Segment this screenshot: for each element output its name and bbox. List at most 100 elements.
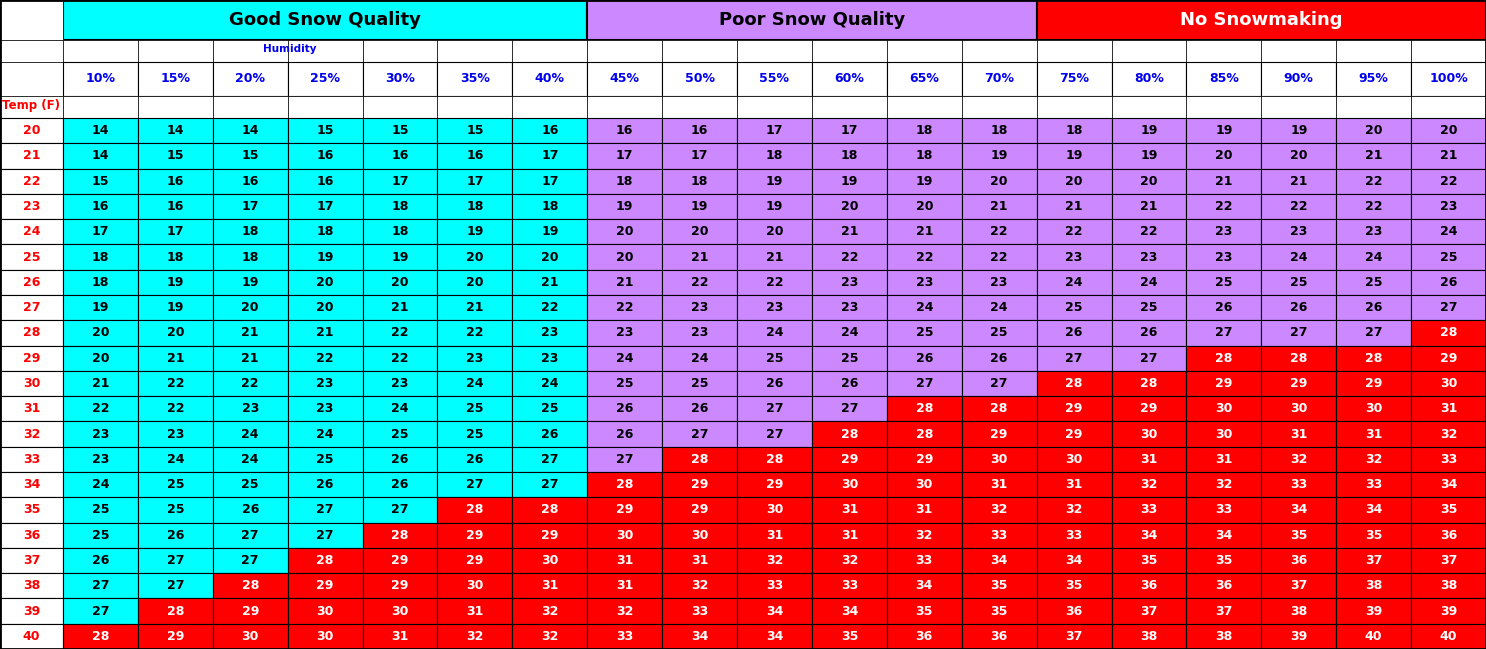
Bar bbox=[811, 447, 887, 472]
Text: 20: 20 bbox=[765, 225, 783, 238]
Text: 35: 35 bbox=[991, 580, 1008, 593]
Text: 24: 24 bbox=[691, 352, 709, 365]
Text: 30: 30 bbox=[915, 478, 933, 491]
Bar bbox=[961, 219, 1037, 245]
Text: 23: 23 bbox=[1140, 251, 1158, 263]
Bar bbox=[138, 371, 212, 396]
Text: 35: 35 bbox=[22, 504, 40, 517]
Bar bbox=[1037, 295, 1112, 321]
Text: 37: 37 bbox=[1290, 580, 1308, 593]
Bar bbox=[0, 321, 62, 345]
Text: 31: 31 bbox=[765, 529, 783, 542]
Text: 16: 16 bbox=[317, 175, 334, 188]
Text: 26: 26 bbox=[691, 402, 709, 415]
Bar bbox=[212, 96, 288, 118]
Bar bbox=[811, 169, 887, 194]
Text: 29: 29 bbox=[1065, 428, 1083, 441]
Bar bbox=[1336, 62, 1412, 96]
Bar bbox=[513, 396, 587, 421]
Text: 24: 24 bbox=[1366, 251, 1382, 263]
Bar bbox=[587, 270, 663, 295]
Text: 34: 34 bbox=[765, 630, 783, 643]
Bar bbox=[1112, 421, 1186, 447]
Text: Poor Snow Quality: Poor Snow Quality bbox=[719, 11, 905, 29]
Text: 31: 31 bbox=[1366, 428, 1382, 441]
Text: 20: 20 bbox=[166, 326, 184, 339]
Bar bbox=[663, 169, 737, 194]
Text: 32: 32 bbox=[1366, 453, 1382, 466]
Bar bbox=[587, 624, 663, 649]
Bar bbox=[961, 143, 1037, 169]
Bar bbox=[363, 548, 437, 573]
Text: 27: 27 bbox=[92, 580, 108, 593]
Text: 19: 19 bbox=[467, 225, 483, 238]
Text: 23: 23 bbox=[242, 402, 259, 415]
Text: 22: 22 bbox=[391, 326, 409, 339]
Bar bbox=[1336, 169, 1412, 194]
Bar bbox=[887, 522, 961, 548]
Bar bbox=[0, 497, 62, 522]
Bar bbox=[1037, 194, 1112, 219]
Text: 26: 26 bbox=[391, 453, 409, 466]
Bar bbox=[513, 143, 587, 169]
Text: 35: 35 bbox=[1216, 554, 1232, 567]
Bar bbox=[513, 270, 587, 295]
Text: 26: 26 bbox=[242, 504, 259, 517]
Text: 30%: 30% bbox=[385, 73, 415, 86]
Text: 26: 26 bbox=[1140, 326, 1158, 339]
Bar bbox=[288, 421, 363, 447]
Bar bbox=[663, 472, 737, 497]
Text: 27: 27 bbox=[541, 453, 559, 466]
Bar bbox=[288, 472, 363, 497]
Bar bbox=[437, 447, 513, 472]
Bar bbox=[363, 624, 437, 649]
Text: 20: 20 bbox=[617, 225, 633, 238]
Bar bbox=[513, 219, 587, 245]
Bar bbox=[961, 522, 1037, 548]
Bar bbox=[138, 62, 212, 96]
Text: 27: 27 bbox=[1216, 326, 1232, 339]
Bar bbox=[1262, 219, 1336, 245]
Text: 20%: 20% bbox=[235, 73, 265, 86]
Bar bbox=[587, 497, 663, 522]
Bar bbox=[587, 295, 663, 321]
Text: 32: 32 bbox=[1065, 504, 1083, 517]
Text: 22: 22 bbox=[92, 402, 108, 415]
Text: 30: 30 bbox=[1440, 377, 1458, 390]
Bar bbox=[811, 194, 887, 219]
Text: 21: 21 bbox=[317, 326, 334, 339]
Text: 29: 29 bbox=[1440, 352, 1458, 365]
Bar bbox=[663, 598, 737, 624]
Bar bbox=[363, 219, 437, 245]
Text: 39: 39 bbox=[1290, 630, 1308, 643]
Bar bbox=[1412, 169, 1486, 194]
Text: 34: 34 bbox=[841, 605, 857, 618]
Bar bbox=[62, 62, 138, 96]
Bar bbox=[0, 40, 62, 62]
Text: Good Snow Quality: Good Snow Quality bbox=[229, 11, 421, 29]
Text: 19: 19 bbox=[765, 200, 783, 213]
Text: 16: 16 bbox=[691, 124, 709, 137]
Bar bbox=[363, 270, 437, 295]
Text: 33: 33 bbox=[1065, 529, 1083, 542]
Text: 17: 17 bbox=[765, 124, 783, 137]
Text: 28: 28 bbox=[391, 529, 409, 542]
Bar bbox=[961, 624, 1037, 649]
Bar bbox=[1336, 295, 1412, 321]
Bar bbox=[961, 472, 1037, 497]
Text: 35: 35 bbox=[1440, 504, 1458, 517]
Text: 32: 32 bbox=[1216, 478, 1232, 491]
Text: 17: 17 bbox=[467, 175, 483, 188]
Text: 35: 35 bbox=[1065, 580, 1083, 593]
Bar bbox=[212, 472, 288, 497]
Text: 27: 27 bbox=[391, 504, 409, 517]
Bar bbox=[0, 143, 62, 169]
Text: 19: 19 bbox=[991, 149, 1008, 162]
Bar bbox=[811, 62, 887, 96]
Bar bbox=[1112, 548, 1186, 573]
Text: 31: 31 bbox=[1140, 453, 1158, 466]
Bar bbox=[811, 40, 887, 62]
Text: 34: 34 bbox=[1290, 504, 1308, 517]
Bar bbox=[961, 118, 1037, 143]
Text: 20: 20 bbox=[391, 276, 409, 289]
